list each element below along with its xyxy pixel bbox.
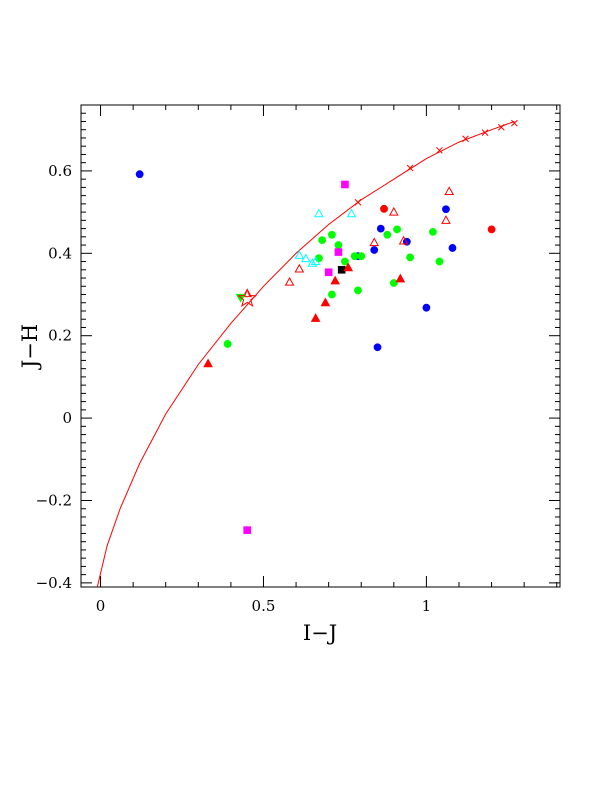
curve-line: [96, 121, 515, 588]
point-circle: [328, 290, 336, 299]
point-circle: [357, 252, 366, 261]
y-tick-label: −0.4: [36, 574, 72, 592]
point-circle: [373, 343, 382, 352]
point-triangle: [441, 215, 451, 224]
y-tick-label: −0.2: [36, 491, 72, 509]
point-circle: [350, 252, 359, 261]
point-triangle: [310, 313, 321, 322]
point-square: [243, 526, 251, 534]
point-circle: [406, 253, 415, 262]
curve-cross-marker: [481, 129, 489, 136]
point-triangle: [369, 237, 380, 247]
point-triangle: [307, 257, 318, 267]
point-triangle: [300, 253, 311, 263]
point-triangle: [294, 263, 305, 273]
point-circle: [341, 257, 349, 266]
y-tick-label: 0.6: [48, 162, 72, 180]
point-square: [334, 248, 343, 256]
plot-frame: [80, 104, 561, 588]
point-circle: [393, 225, 401, 234]
point-triangle: [310, 256, 321, 266]
point-triangle: [294, 250, 305, 259]
point-circle: [376, 224, 385, 233]
point-circle: [354, 286, 362, 295]
point-triangle: [284, 276, 295, 286]
curve-cross-marker: [462, 135, 469, 143]
curve-cross-marker: [354, 198, 362, 206]
point-triangle: [314, 208, 324, 218]
point-triangle: [320, 297, 331, 307]
curve-cross-marker: [406, 164, 414, 172]
point-circle: [223, 340, 232, 348]
point-circle: [442, 205, 450, 214]
point-circle: [328, 230, 336, 239]
point-triangle: [343, 262, 354, 272]
point-triangle: [398, 235, 409, 245]
point-square: [324, 268, 333, 277]
point-circle: [422, 303, 431, 312]
point-circle: [318, 236, 327, 245]
y-tick-label: 0.4: [48, 244, 72, 262]
point-triangle: [346, 208, 357, 218]
point-circle: [383, 230, 392, 239]
star-marker: [237, 288, 258, 308]
x-axis-label: I−J: [303, 621, 337, 645]
point-circle: [389, 279, 398, 287]
point-triangle: [444, 186, 455, 196]
point-circle: [370, 246, 379, 254]
x-tick-label: 1: [422, 597, 432, 615]
x-tick-label: 0.5: [252, 597, 276, 615]
x-tick-label: 0: [96, 597, 106, 615]
point-triangle: [395, 273, 406, 283]
point-triangle: [330, 275, 341, 285]
axes-ticks: 0 0.5 1 −0.4 −0.2 0 0.2 0.4 0.6: [36, 105, 560, 615]
point-square: [337, 265, 346, 274]
point-triangle: [203, 358, 213, 368]
reference-curve: [96, 119, 518, 588]
data-points: [135, 170, 496, 534]
point-triangle: [242, 288, 253, 298]
curve-cross-marker: [497, 123, 505, 131]
point-circle: [334, 241, 343, 249]
point-circle: [448, 244, 457, 252]
point-square: [341, 180, 349, 189]
point-circle: [435, 257, 444, 266]
point-circle: [429, 227, 437, 236]
curve-cross-marker: [511, 119, 518, 127]
point-triangle: [388, 206, 399, 216]
y-axis-label: J−H: [18, 324, 42, 370]
point-circle: [487, 225, 496, 234]
point-circle: [380, 204, 388, 213]
curve-cross-marker: [436, 146, 443, 154]
y-tick-label: 0: [62, 409, 72, 427]
point-circle: [135, 170, 144, 179]
y-tick-label: 0.2: [48, 327, 72, 345]
